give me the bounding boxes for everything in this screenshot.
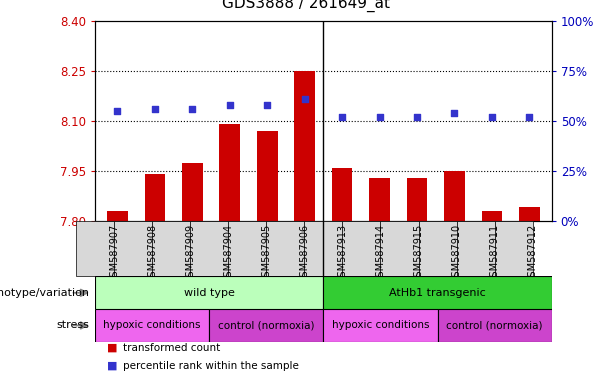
- Bar: [324, 276, 552, 309]
- Bar: [257, 131, 278, 221]
- Bar: [114, 221, 152, 276]
- Text: GSM587910: GSM587910: [452, 223, 462, 283]
- Point: [300, 96, 310, 102]
- Bar: [95, 309, 209, 342]
- Point: [487, 114, 497, 120]
- Text: ■: ■: [107, 361, 118, 371]
- Bar: [419, 221, 457, 276]
- Text: hypoxic conditions: hypoxic conditions: [332, 320, 429, 331]
- Point: [262, 102, 272, 108]
- Bar: [209, 309, 324, 342]
- Text: GDS3888 / 261649_at: GDS3888 / 261649_at: [223, 0, 390, 12]
- Bar: [190, 221, 228, 276]
- Text: GSM587914: GSM587914: [375, 223, 386, 283]
- Point: [375, 114, 384, 120]
- Bar: [343, 221, 381, 276]
- Text: genotype/variation: genotype/variation: [0, 288, 89, 298]
- Bar: [519, 207, 539, 221]
- Text: GSM587912: GSM587912: [528, 223, 538, 283]
- Bar: [444, 171, 465, 221]
- Text: GSM587913: GSM587913: [337, 223, 348, 283]
- Bar: [381, 221, 419, 276]
- Bar: [457, 221, 495, 276]
- Text: wild type: wild type: [184, 288, 235, 298]
- Text: control (normoxia): control (normoxia): [446, 320, 543, 331]
- Text: GSM587915: GSM587915: [414, 223, 424, 283]
- Bar: [107, 211, 128, 221]
- Bar: [219, 124, 240, 221]
- Bar: [369, 177, 390, 221]
- Point: [524, 114, 534, 120]
- Text: stress: stress: [56, 320, 89, 331]
- Bar: [182, 162, 203, 221]
- Text: transformed count: transformed count: [123, 343, 220, 353]
- Text: GSM587909: GSM587909: [185, 223, 195, 283]
- Point: [113, 108, 123, 114]
- Bar: [324, 309, 438, 342]
- Bar: [95, 276, 324, 309]
- Text: GSM587904: GSM587904: [223, 223, 233, 283]
- Point: [449, 110, 459, 116]
- Text: GSM587908: GSM587908: [147, 223, 157, 283]
- Text: GSM587907: GSM587907: [109, 223, 119, 283]
- Bar: [76, 221, 114, 276]
- Bar: [294, 71, 315, 221]
- Text: control (normoxia): control (normoxia): [218, 320, 314, 331]
- Bar: [482, 211, 502, 221]
- Bar: [152, 221, 190, 276]
- Bar: [495, 221, 533, 276]
- Text: GSM587906: GSM587906: [299, 223, 310, 283]
- Bar: [406, 177, 427, 221]
- Text: hypoxic conditions: hypoxic conditions: [104, 320, 201, 331]
- Point: [412, 114, 422, 120]
- Point: [150, 106, 160, 112]
- Text: GSM587905: GSM587905: [261, 223, 272, 283]
- Text: GSM587911: GSM587911: [490, 223, 500, 283]
- Bar: [266, 221, 304, 276]
- Text: ■: ■: [107, 343, 118, 353]
- Point: [337, 114, 347, 120]
- Text: AtHb1 transgenic: AtHb1 transgenic: [389, 288, 486, 298]
- Bar: [438, 309, 552, 342]
- Point: [188, 106, 197, 112]
- Bar: [304, 221, 343, 276]
- Bar: [332, 167, 352, 221]
- Bar: [228, 221, 266, 276]
- Text: percentile rank within the sample: percentile rank within the sample: [123, 361, 299, 371]
- Bar: [145, 174, 165, 221]
- Point: [225, 102, 235, 108]
